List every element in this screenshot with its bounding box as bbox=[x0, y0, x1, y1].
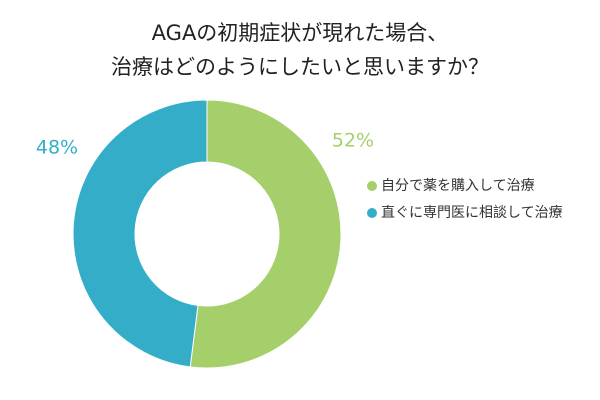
legend-marker bbox=[367, 181, 377, 191]
donut-slice bbox=[72, 99, 208, 368]
legend-label: 自分で薬を購入して治療 bbox=[381, 177, 535, 194]
donut-slice bbox=[189, 99, 342, 369]
chart-title: AGAの初期症状が現れた場合、 bbox=[152, 21, 449, 45]
legend-marker bbox=[367, 208, 377, 218]
legend-label: 直ぐに専門医に相談して治療 bbox=[381, 204, 563, 221]
value-label: 52% bbox=[332, 130, 374, 152]
value-label: 48% bbox=[36, 137, 78, 159]
chart-title: 治療はどのようにしたいと思いますか？ bbox=[111, 55, 489, 79]
